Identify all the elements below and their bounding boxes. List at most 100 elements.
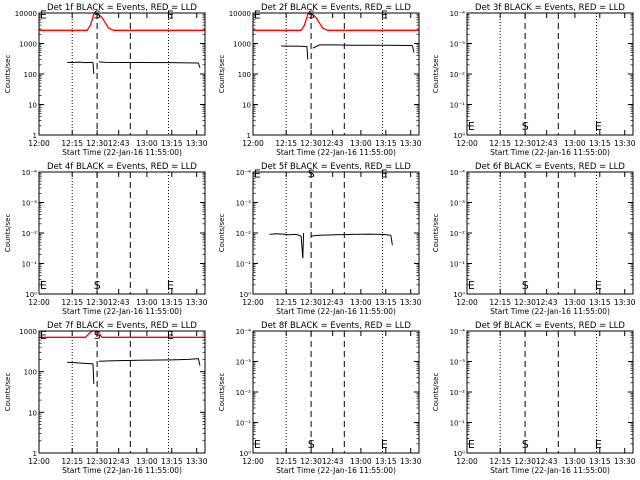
y-tick-label: 100 bbox=[24, 71, 37, 79]
x-tick-label: 12:43 bbox=[536, 139, 558, 148]
x-tick-label: 12:00 bbox=[456, 457, 478, 466]
x-tick-label: 12:15 bbox=[61, 457, 83, 466]
plot-frame bbox=[252, 12, 420, 136]
y-tick-label: 10⁻² bbox=[450, 71, 466, 79]
series-line-events bbox=[67, 361, 94, 365]
y-tick-label: 10⁰ bbox=[453, 132, 465, 140]
panel-title: Det 8f BLACK = Events, RED = LLD bbox=[261, 321, 411, 331]
x-tick-label: 12:43 bbox=[322, 457, 344, 466]
x-axis-label: Start Time (22-Jan-16 11:55:00) bbox=[276, 148, 396, 157]
panel-det2: Det 2f BLACK = Events, RED = LLD Counts/s… bbox=[218, 3, 422, 157]
event-marker-e: E bbox=[595, 120, 602, 133]
series-line-events bbox=[67, 61, 94, 64]
x-tick-label: 13:15 bbox=[375, 457, 397, 466]
x-tick-label: 12:30 bbox=[300, 139, 322, 148]
x-tick-label: 12:00 bbox=[456, 298, 478, 307]
x-tick-label: 12:43 bbox=[536, 298, 558, 307]
panel-det1: Det 1f BLACK = Events, RED = LLD Counts/s… bbox=[4, 3, 208, 157]
x-tick-label: 13:15 bbox=[161, 139, 183, 148]
x-tick-label: 13:00 bbox=[350, 457, 372, 466]
x-tick-label: 12:15 bbox=[61, 298, 83, 307]
x-tick-label: 13:30 bbox=[400, 298, 422, 307]
x-tick-label: 13:00 bbox=[350, 298, 372, 307]
panel-title: Det 3f BLACK = Events, RED = LLD bbox=[475, 3, 625, 13]
y-axis-label: Counts/sec bbox=[4, 55, 12, 94]
x-tick-label: 13:15 bbox=[589, 139, 611, 148]
x-tick-label: 12:43 bbox=[536, 457, 558, 466]
y-axis-label: Counts/sec bbox=[218, 55, 226, 94]
y-tick-label: 10⁻¹ bbox=[450, 420, 466, 428]
y-tick-label: 1000 bbox=[19, 41, 37, 49]
series-line-lld bbox=[39, 330, 205, 338]
event-marker-e: E bbox=[468, 279, 475, 292]
event-marker-s: S bbox=[522, 438, 529, 451]
y-tick-label: 10⁻⁴ bbox=[236, 169, 252, 177]
y-tick-label: 10⁻³ bbox=[236, 200, 252, 208]
x-axis-label: Start Time (22-Jan-16 11:55:00) bbox=[490, 148, 610, 157]
series-line-events bbox=[92, 363, 95, 384]
event-marker-s: S bbox=[94, 279, 101, 292]
y-tick-label: 10⁻¹ bbox=[450, 261, 466, 269]
x-tick-label: 13:15 bbox=[375, 139, 397, 148]
event-marker-e: E bbox=[167, 8, 174, 21]
x-tick-label: 12:15 bbox=[275, 298, 297, 307]
x-tick-label: 12:15 bbox=[275, 139, 297, 148]
y-tick-label: 10⁰ bbox=[453, 450, 465, 458]
y-tick-label: 1 bbox=[33, 132, 37, 140]
y-tick-label: 10⁻² bbox=[236, 230, 252, 238]
y-tick-label: 10⁻³ bbox=[450, 359, 466, 367]
x-tick-label: 13:15 bbox=[161, 457, 183, 466]
x-tick-label: 13:30 bbox=[614, 139, 636, 148]
y-tick-label: 10⁻⁴ bbox=[236, 328, 252, 336]
x-tick-label: 13:00 bbox=[136, 457, 158, 466]
event-marker-e: E bbox=[595, 438, 602, 451]
x-tick-label: 12:30 bbox=[300, 457, 322, 466]
y-tick-label: 10⁻³ bbox=[22, 200, 38, 208]
x-tick-label: 13:00 bbox=[136, 298, 158, 307]
x-tick-label: 12:15 bbox=[489, 457, 511, 466]
panel-title: Det 7f BLACK = Events, RED = LLD bbox=[47, 321, 197, 331]
panel-det7: Det 7f BLACK = Events, RED = LLD Counts/s… bbox=[4, 321, 208, 475]
event-marker-e: E bbox=[595, 279, 602, 292]
x-tick-label: 13:15 bbox=[589, 298, 611, 307]
plot-frame bbox=[466, 171, 634, 295]
x-tick-label: 12:30 bbox=[86, 457, 108, 466]
panel-title: Det 1f BLACK = Events, RED = LLD bbox=[47, 3, 197, 13]
y-tick-label: 10 bbox=[242, 102, 251, 110]
x-tick-label: 12:00 bbox=[242, 139, 264, 148]
event-marker-e: E bbox=[254, 8, 261, 21]
x-tick-label: 13:30 bbox=[614, 298, 636, 307]
x-tick-label: 12:30 bbox=[86, 139, 108, 148]
y-tick-label: 100 bbox=[24, 369, 37, 377]
y-tick-label: 10⁻⁴ bbox=[450, 328, 466, 336]
x-axis-label: Start Time (22-Jan-16 11:55:00) bbox=[62, 148, 182, 157]
y-tick-label: 10⁰ bbox=[25, 291, 37, 299]
y-tick-label: 10⁻³ bbox=[450, 41, 466, 49]
x-tick-label: 12:00 bbox=[242, 298, 264, 307]
y-axis-label: Counts/sec bbox=[432, 373, 440, 412]
y-tick-label: 10⁻¹ bbox=[236, 261, 252, 269]
y-tick-label: 10⁰ bbox=[453, 291, 465, 299]
series-line-events bbox=[197, 62, 201, 68]
event-marker-e: E bbox=[167, 279, 174, 292]
x-tick-label: 13:30 bbox=[186, 298, 208, 307]
event-marker-e: E bbox=[381, 438, 388, 451]
series-line-events bbox=[312, 44, 413, 49]
x-tick-label: 12:00 bbox=[28, 139, 50, 148]
series-line-events bbox=[390, 235, 393, 246]
y-tick-label: 10 bbox=[28, 102, 37, 110]
y-tick-label: 10⁻⁴ bbox=[450, 10, 466, 18]
y-tick-label: 1000 bbox=[233, 41, 251, 49]
panel-title: Det 5f BLACK = Events, RED = LLD bbox=[261, 162, 411, 172]
y-tick-label: 100 bbox=[238, 71, 251, 79]
y-tick-label: 10⁻³ bbox=[236, 359, 252, 367]
plot-frame bbox=[252, 330, 420, 454]
y-axis-label: Counts/sec bbox=[218, 373, 226, 412]
event-marker-s: S bbox=[308, 8, 315, 21]
x-tick-label: 12:30 bbox=[514, 457, 536, 466]
x-tick-label: 13:00 bbox=[564, 457, 586, 466]
plot-frame bbox=[38, 330, 206, 454]
panel-det3: Det 3f BLACK = Events, RED = LLD Counts/s… bbox=[432, 3, 636, 157]
y-tick-label: 10⁻² bbox=[450, 389, 466, 397]
